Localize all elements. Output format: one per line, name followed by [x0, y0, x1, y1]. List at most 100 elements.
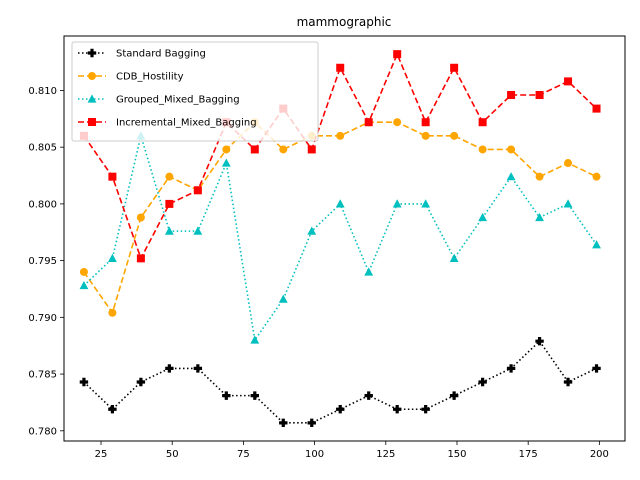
legend-item: Standard Bagging [78, 49, 206, 60]
y-tick-label: 0.785 [28, 370, 57, 381]
data-point [478, 212, 488, 222]
data-point [221, 158, 231, 167]
data-point [563, 199, 573, 208]
x-tick-label: 200 [590, 449, 609, 460]
data-point [535, 336, 544, 346]
x-tick-label: 100 [305, 449, 324, 460]
x-tick-label: 175 [519, 449, 538, 460]
data-point [222, 391, 231, 400]
y-tick-label: 0.810 [28, 86, 57, 97]
data-point [507, 145, 516, 154]
data-point [79, 280, 89, 290]
data-point [165, 364, 174, 373]
data-point [449, 253, 459, 262]
data-point [193, 364, 203, 373]
data-point [393, 118, 402, 127]
data-point [250, 391, 259, 400]
data-point [307, 226, 317, 235]
x-tick-label: 25 [95, 449, 108, 460]
legend-label: Standard Bagging [116, 49, 206, 60]
data-point [336, 405, 345, 414]
data-point [108, 405, 117, 414]
data-point [592, 104, 601, 113]
data-point [108, 172, 117, 181]
legend-label: Grouped_Mixed_Bagging [116, 95, 240, 106]
data-point [336, 131, 345, 140]
data-point [136, 213, 145, 222]
data-point [193, 226, 203, 235]
data-point [108, 308, 117, 317]
legend-item: Grouped_Mixed_Bagging [78, 94, 240, 106]
data-point [421, 118, 430, 127]
axes-frame [63, 35, 626, 442]
chart-title: mammographic [297, 15, 392, 29]
data-point [164, 226, 174, 235]
legend-label: Incremental_Mixed_Bagging [116, 118, 257, 129]
legend-item: Incremental_Mixed_Bagging [78, 118, 257, 129]
y-tick-label: 0.795 [28, 256, 57, 267]
data-point [592, 240, 601, 249]
legend-box [71, 41, 319, 142]
data-point [364, 118, 373, 127]
x-tick-label: 125 [376, 449, 395, 460]
data-point [506, 364, 516, 373]
data-point [450, 63, 459, 72]
series-0 [79, 336, 601, 428]
y-tick-label: 0.805 [28, 143, 57, 154]
data-point [478, 377, 487, 387]
data-point [108, 253, 117, 262]
data-point [392, 199, 402, 208]
legend-marker [87, 94, 97, 103]
data-point [535, 172, 544, 181]
data-point [335, 199, 345, 208]
data-point [421, 405, 430, 414]
data-point [478, 118, 487, 127]
data-point [193, 186, 202, 195]
data-point [421, 131, 430, 140]
data-point [592, 172, 601, 181]
y-tick-label: 0.800 [28, 199, 57, 210]
plot-area [79, 50, 601, 428]
legend-marker [88, 118, 96, 126]
axes: 25 50 75 100 125 150 175 200 0.780 0.785 0.790 0.79… [28, 35, 626, 460]
data-point [364, 391, 373, 400]
data-point [535, 212, 544, 222]
data-point [307, 145, 316, 154]
data-point [421, 199, 431, 208]
data-point [79, 267, 88, 276]
data-point [592, 364, 601, 373]
legend: Standard Bagging CDB_Hostility Grouped_Mix… [71, 41, 319, 142]
data-point [506, 172, 516, 181]
data-point [279, 418, 288, 428]
data-point [449, 391, 459, 400]
data-point [364, 267, 374, 276]
data-point [222, 145, 231, 154]
data-point [250, 145, 259, 154]
x-tick-label: 50 [166, 449, 179, 460]
data-point [165, 172, 174, 181]
data-point [165, 199, 174, 208]
data-point [478, 145, 487, 154]
x-tick-label: 150 [447, 449, 466, 460]
data-point [507, 90, 516, 99]
data-point [564, 159, 573, 168]
data-point [136, 377, 146, 387]
data-point [279, 145, 288, 154]
series-2 [79, 131, 601, 344]
legend-label: CDB_Hostility [116, 72, 184, 83]
legend-marker [88, 72, 96, 80]
data-point [392, 405, 402, 414]
data-point [535, 90, 544, 99]
data-point [278, 294, 288, 303]
y-tick-label: 0.790 [28, 313, 57, 324]
data-point [336, 63, 345, 72]
data-point [564, 77, 573, 86]
data-point [136, 254, 145, 263]
legend-item: CDB_Hostility [78, 72, 184, 83]
data-point [393, 50, 402, 59]
data-point [450, 131, 459, 140]
data-point [307, 418, 316, 428]
data-point [250, 335, 260, 344]
y-tick-label: 0.780 [28, 426, 57, 437]
